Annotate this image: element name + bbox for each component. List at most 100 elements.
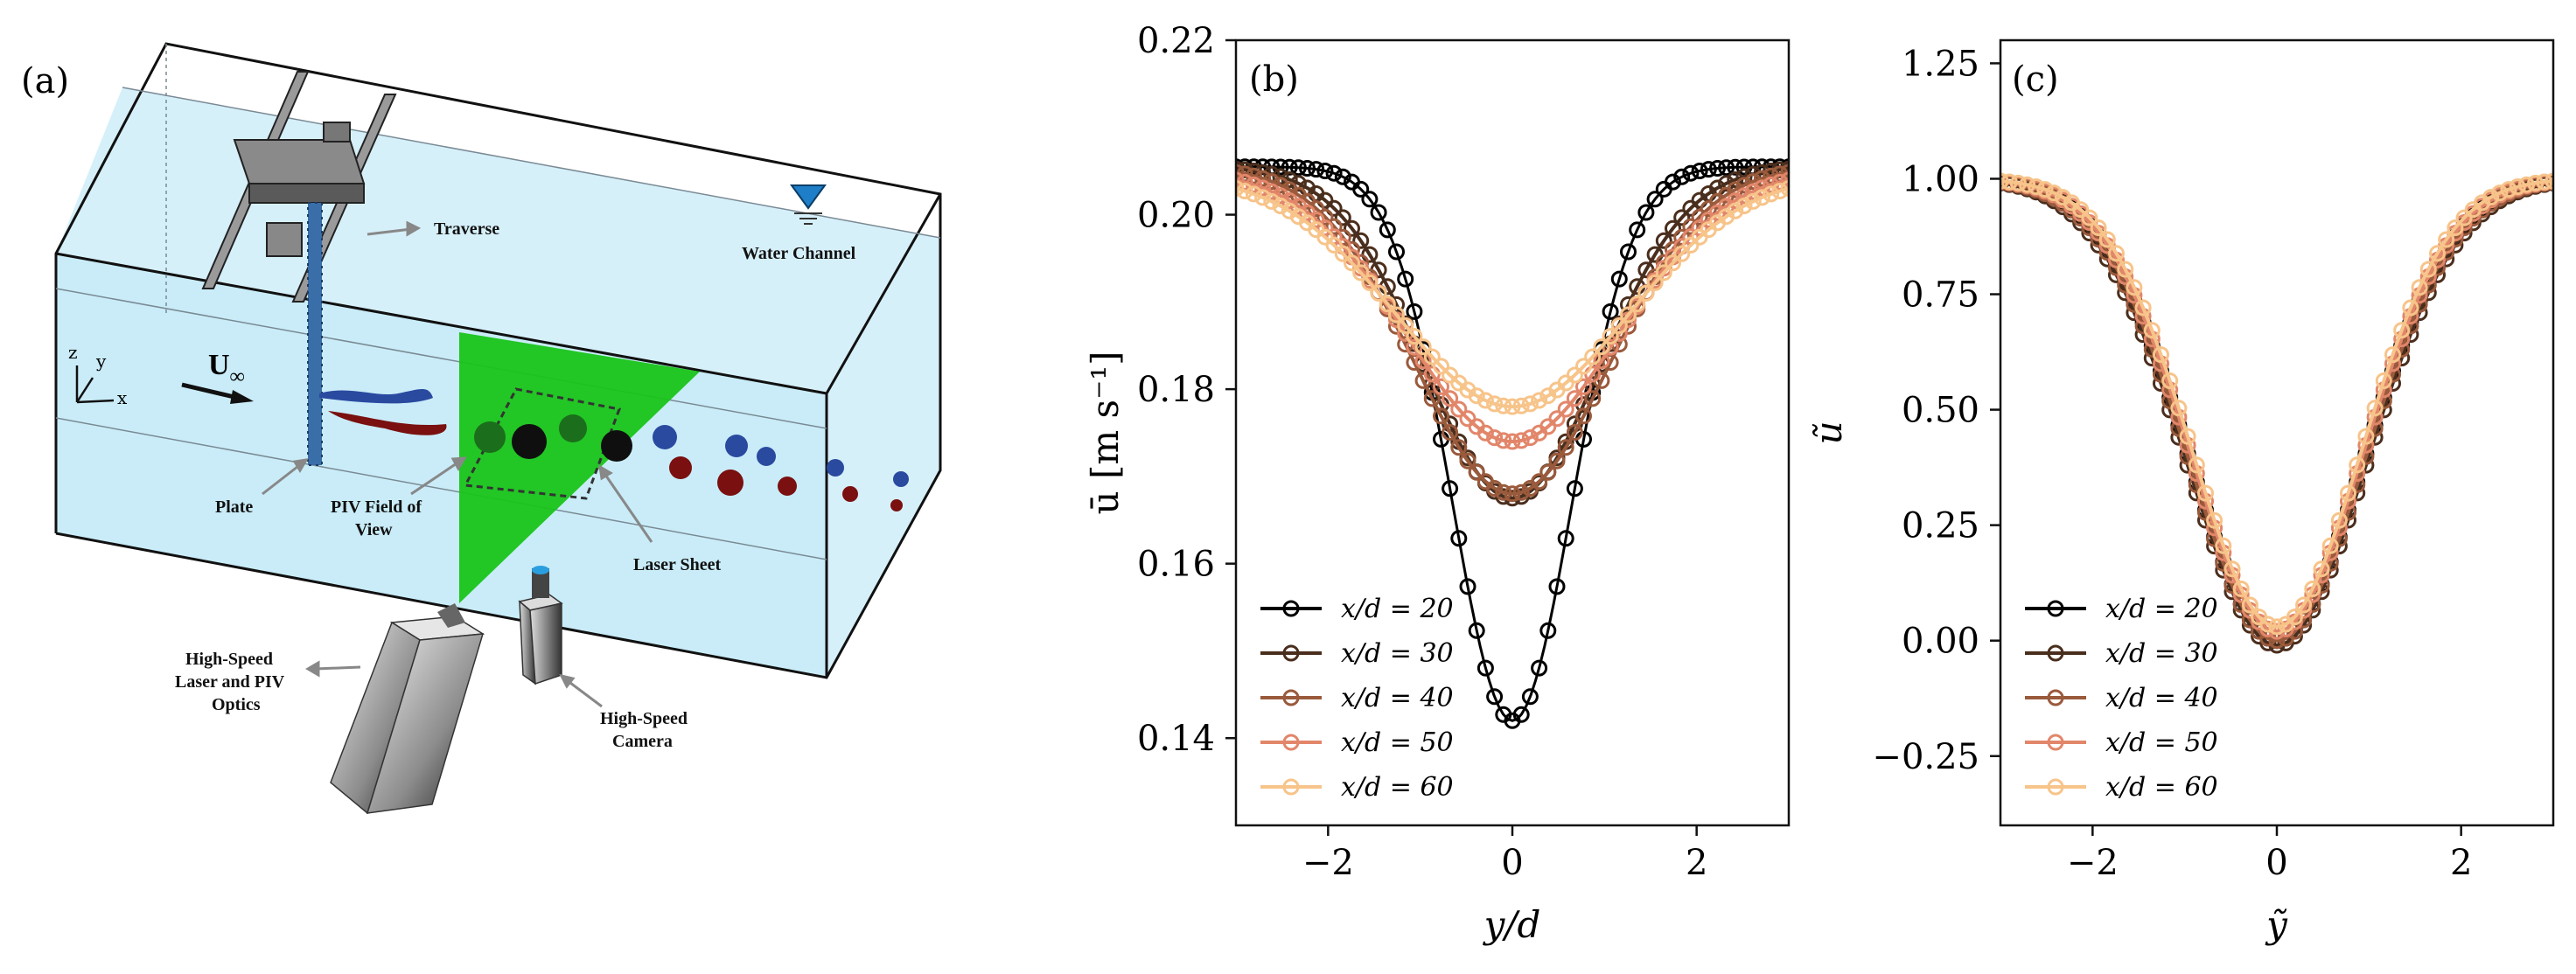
panel-c-data-point [2455,209,2473,226]
panel-b-data-point [1316,163,1334,179]
panel-c-data-point [2393,322,2411,339]
panel-c-legend-label: x/d = 20 [2105,594,2218,624]
panel-b-data-point [1352,232,1370,249]
panel-c-legend: x/d = 20 x/d = 30 x/d = 40 x/d = 50 x/d = 60 [2025,594,2218,803]
panel-b-data-point [1308,200,1325,218]
panel-b-data-point [1495,484,1512,501]
panel-b-data-point [1673,168,1691,185]
panel-c-data-point [2340,484,2356,502]
panel-c-xlabel: ỹ [2265,903,2288,946]
panel-b-data-point [1476,659,1494,677]
axis-x-label: x [117,387,128,408]
vortex-street [319,389,909,511]
panel-b-data-point [1486,395,1504,413]
panel-b-data-point [1379,221,1396,239]
panel-b-data-point [1584,348,1602,365]
panel-b-data-point [1700,161,1717,178]
panel-c-data-point [2161,372,2179,389]
panel-c-data-point [2143,322,2161,339]
panel-b-data-point [1744,192,1762,210]
panel-c-xtick-label: −2 [2067,843,2119,883]
panel-b-data-point [1325,218,1343,235]
panel-b-data-point [1548,410,1566,428]
camera-label-2: Camera [612,732,673,751]
panel-c-data-point [2223,560,2241,578]
panel-b-legend-label: x/d = 60 [1341,772,1454,803]
panel-b-data-point [1780,180,1789,197]
panel-b-xtick-label: −2 [1302,843,1354,883]
panel-b-data-point [1442,480,1459,497]
panel-b-data-point [1575,407,1592,425]
panel-b-data-point [1727,202,1744,219]
panel-c-data-point [2259,616,2277,633]
panel-c-ytick-label: 0.00 [1902,622,1979,662]
panel-c-legend-label: x/d = 40 [2105,683,2218,713]
panel-c-data-point [2188,456,2205,474]
panel-c-legend-marker [2047,689,2064,706]
panel-c-data-point [2215,537,2232,554]
panel-b-data-point [1610,317,1628,334]
panel-c-data-point [2295,596,2313,614]
panel-b-data-point [1575,358,1592,375]
panel-b-data-point [1504,485,1521,503]
panel-a-label: (a) [21,61,69,101]
panel-b-ytick-label: 0.18 [1137,370,1215,410]
panel-b-legend-marker [1282,689,1300,706]
panel-c-frame [1999,38,2555,827]
panel-b-data-point [1602,303,1619,320]
panel-b-data-point [1637,204,1655,221]
panel-b-data-point [1254,189,1272,206]
panel-b-data-point [1406,303,1423,320]
panel-b-data-point [1450,400,1468,418]
panel-b-legend-marker [1282,734,1300,751]
panel-c-data-point [2045,184,2063,202]
panel-b-data-point [1673,245,1691,262]
panel-b-data-point [1334,245,1351,262]
panel-b-series-line [1236,170,1789,496]
panel-b-data-point [1388,306,1405,324]
panel-b-ytick-label: 0.20 [1137,196,1215,236]
panel-b-legend-label: x/d = 30 [1341,638,1454,669]
panel-c-ytick-label: 0.50 [1902,391,1979,431]
callout-texts: Traverse Water Channel Plate PIV Field o… [175,219,856,751]
panel-b-data-point [1486,480,1504,497]
panel-b-data-point [1325,199,1343,217]
panel-b-data-point [1334,168,1351,185]
panel-b-data-point [1780,171,1789,189]
panel-c-data-point [2241,596,2258,614]
panel-c-data-point [2375,372,2392,389]
panel-b-data-point [1459,578,1476,595]
panel-b-data-point [1593,338,1610,356]
panel-b-data-point [1423,390,1441,407]
panel-c-data-point [2491,184,2509,202]
panel-c-data-point [2349,456,2366,474]
panel-b-data-point [1450,530,1468,547]
panel-b-data-point [1610,270,1628,288]
laser-label-3: Optics [212,695,261,714]
panel-b-data-point [1646,191,1664,208]
panel-b-data-point [1468,622,1485,639]
panel-b-data-point [1281,158,1298,176]
panel-b-ytick-label: 0.16 [1137,545,1215,585]
panel-c-legend-label: x/d = 30 [2105,638,2218,669]
flow-arrow-icon [181,382,254,404]
panel-b-data-point [1655,232,1672,249]
panel-b-data-point [1709,160,1726,177]
panel-c-data-point [2036,181,2054,198]
panel-b-data-point [1771,183,1789,199]
panel-c-ytick-label: 1.25 [1902,44,1979,84]
panel-b-legend-label: x/d = 50 [1341,727,1454,758]
panel-c-data-point [2482,189,2500,206]
panel-b-ytick-label: 0.22 [1137,21,1215,61]
panel-c-data-point [2429,245,2446,262]
panel-b-xtick-label: 0 [1501,843,1523,883]
panel-b-data-point [1727,158,1744,176]
panel-b-data-point [1334,209,1351,226]
panel-b-data-point [1344,254,1360,272]
panel-b-data-point [1539,463,1557,481]
panel-c-data-point [2411,279,2428,296]
piv-fov-label-1: PIV Field of [331,497,422,517]
panel-c-data-point [2206,511,2223,529]
panel-c-xtick-label: 0 [2265,843,2287,883]
panel-c-data-point [2447,219,2464,236]
